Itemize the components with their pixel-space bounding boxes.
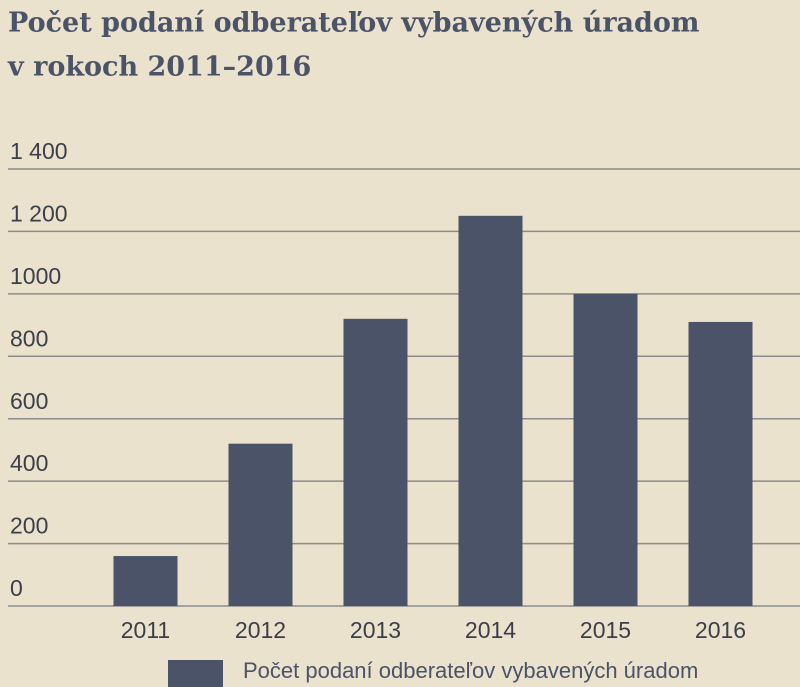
y-tick-label: 0: [10, 575, 23, 601]
y-tick-label: 1 200: [10, 201, 68, 227]
y-tick-label: 800: [10, 325, 48, 351]
x-tick-label: 2013: [350, 617, 401, 643]
y-tick-label: 400: [10, 450, 48, 476]
y-tick-label: 200: [10, 513, 48, 539]
bar: [688, 321, 753, 606]
bar: [573, 293, 638, 606]
x-tick-label: 2015: [580, 617, 631, 643]
legend-swatch: [168, 660, 223, 687]
x-tick-label: 2016: [695, 617, 746, 643]
chart-title-line: v rokoch 2011–2016: [7, 52, 311, 83]
bar: [113, 556, 178, 606]
y-tick-label: 1 400: [10, 138, 68, 164]
y-tick-label: 600: [10, 388, 48, 414]
x-tick-label: 2014: [465, 617, 516, 643]
bar: [458, 215, 523, 607]
x-tick-label: 2011: [121, 617, 170, 643]
x-tick-label: 2012: [235, 617, 286, 643]
bar: [228, 443, 293, 606]
legend-label: Počet podaní odberateľov vybavených úrad…: [243, 658, 698, 683]
chart-title-line: Počet podaní odberateľov vybavených úrad…: [8, 8, 700, 39]
y-tick-label: 1000: [10, 263, 61, 289]
bar: [343, 318, 408, 606]
